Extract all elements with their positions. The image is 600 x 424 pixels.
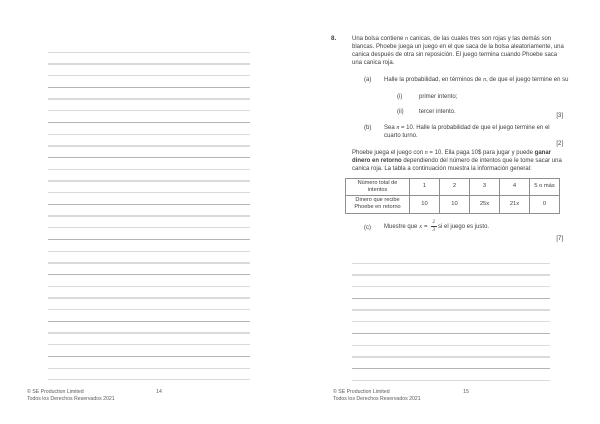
part-b-label: (b) (364, 125, 372, 131)
row-header-attempts: Número total de intentos (345, 177, 410, 196)
money-value: 21x (499, 195, 530, 214)
variable-n: n (483, 77, 487, 83)
part-a-label: (a) (364, 77, 372, 83)
game-paragraph-bold-phrase: ganar dinero en retorno (352, 149, 551, 164)
intro-text-post: canicas, de las cuales tres son rojas y … (352, 36, 564, 66)
copyright-text: © SE Production Limited (333, 388, 390, 395)
money-value: 25x (469, 195, 500, 214)
copyright-text: © SE Production Limited (27, 388, 84, 395)
part-c-text-pre: Muestre que (384, 223, 418, 230)
game-paragraph-post: dependiendo del número de intentos que l… (352, 157, 562, 172)
part-a-text-pre: Halle la probabilidad, en términos de (384, 77, 484, 83)
part-c-marks: [7] (556, 236, 563, 242)
answer-lines-right-page (352, 252, 550, 381)
game-paragraph-pre: Phoebe juega el juego con (352, 149, 425, 156)
part-a-ii-text: tercer intento. (419, 109, 456, 115)
attempts-value: 1 (409, 177, 440, 196)
money-value: 10 (409, 195, 440, 214)
attempts-value: 4 (499, 177, 530, 196)
game-description-paragraph: Phoebe juega el juego con n = 10. Ella p… (352, 149, 565, 173)
money-value: 10 (439, 195, 470, 214)
part-b-text-post: = 10. Halle la probabilidad de que el ju… (384, 125, 550, 139)
variable-n: n (396, 125, 400, 131)
part-b-text-pre: Sea (384, 125, 397, 131)
variable-x: x (419, 223, 423, 230)
part-a-ii-label: (ii) (397, 109, 404, 115)
variable-n: n (424, 149, 428, 156)
question-number: 8. (331, 35, 337, 42)
answer-lines-left-page (48, 40, 250, 381)
left-page-number: 14 (156, 388, 162, 395)
money-value: 0 (529, 195, 560, 214)
variable-n: n (405, 36, 409, 42)
rights-text: Todos los Derechos Reservados 2021 (333, 395, 421, 402)
table-row-money: Dinero que recibe Phoebe en retorno 10 1… (345, 195, 560, 214)
part-a-i-text: primer intento; (419, 94, 458, 100)
part-b-marks: [2] (556, 140, 563, 147)
fraction-two-thirds: 2 3 (430, 220, 438, 233)
part-a-text-post: , de que el juego termine en su (486, 77, 569, 83)
equals-sign: = (424, 223, 428, 230)
row-header-money: Dinero que recibe Phoebe en retorno (345, 195, 410, 214)
part-a-text: Halle la probabilidad, en términos de n,… (384, 76, 596, 84)
fraction-numerator: 2 (430, 220, 438, 228)
part-a-marks: [3] (556, 113, 563, 119)
attempts-value: 2 (439, 177, 470, 196)
game-paragraph-mid: = 10. Ella paga 10$ para jugar y puede (427, 149, 535, 156)
part-b-text: Sea n = 10. Halle la probabilidad de que… (384, 124, 566, 140)
question-intro-paragraph: Una bolsa contiene n canicas, de las cua… (352, 35, 567, 67)
fraction-denominator: 3 (432, 227, 436, 233)
attempts-value: 5 o más (529, 177, 560, 196)
part-c-label: (c) (364, 225, 371, 231)
right-page-number: 15 (463, 388, 469, 395)
payout-table: Número total de intentos 1 2 3 4 5 o más… (345, 177, 560, 214)
attempts-value: 3 (469, 177, 500, 196)
part-a-i-label: (i) (397, 94, 403, 100)
part-c-text: Muestre que x = 2 3 si el juego es justo… (384, 220, 584, 234)
left-page-footer: © SE Production Limited Todos los Derech… (27, 389, 115, 403)
intro-text-pre: Una bolsa contiene (352, 36, 406, 42)
right-page-footer: © SE Production Limited Todos los Derech… (333, 389, 421, 403)
part-c-text-post: si el juego es justo. (438, 223, 490, 230)
rights-text: Todos los Derechos Reservados 2021 (27, 395, 115, 402)
table-row-attempts: Número total de intentos 1 2 3 4 5 o más (345, 177, 560, 196)
